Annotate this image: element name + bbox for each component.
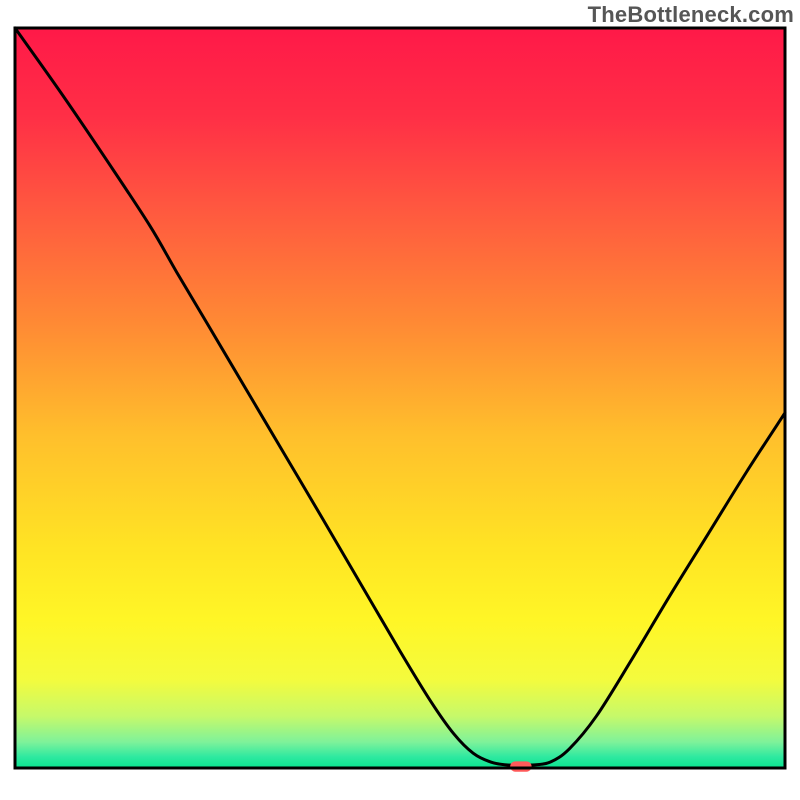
chart-background-gradient bbox=[15, 28, 785, 768]
bottleneck-chart bbox=[0, 0, 800, 800]
